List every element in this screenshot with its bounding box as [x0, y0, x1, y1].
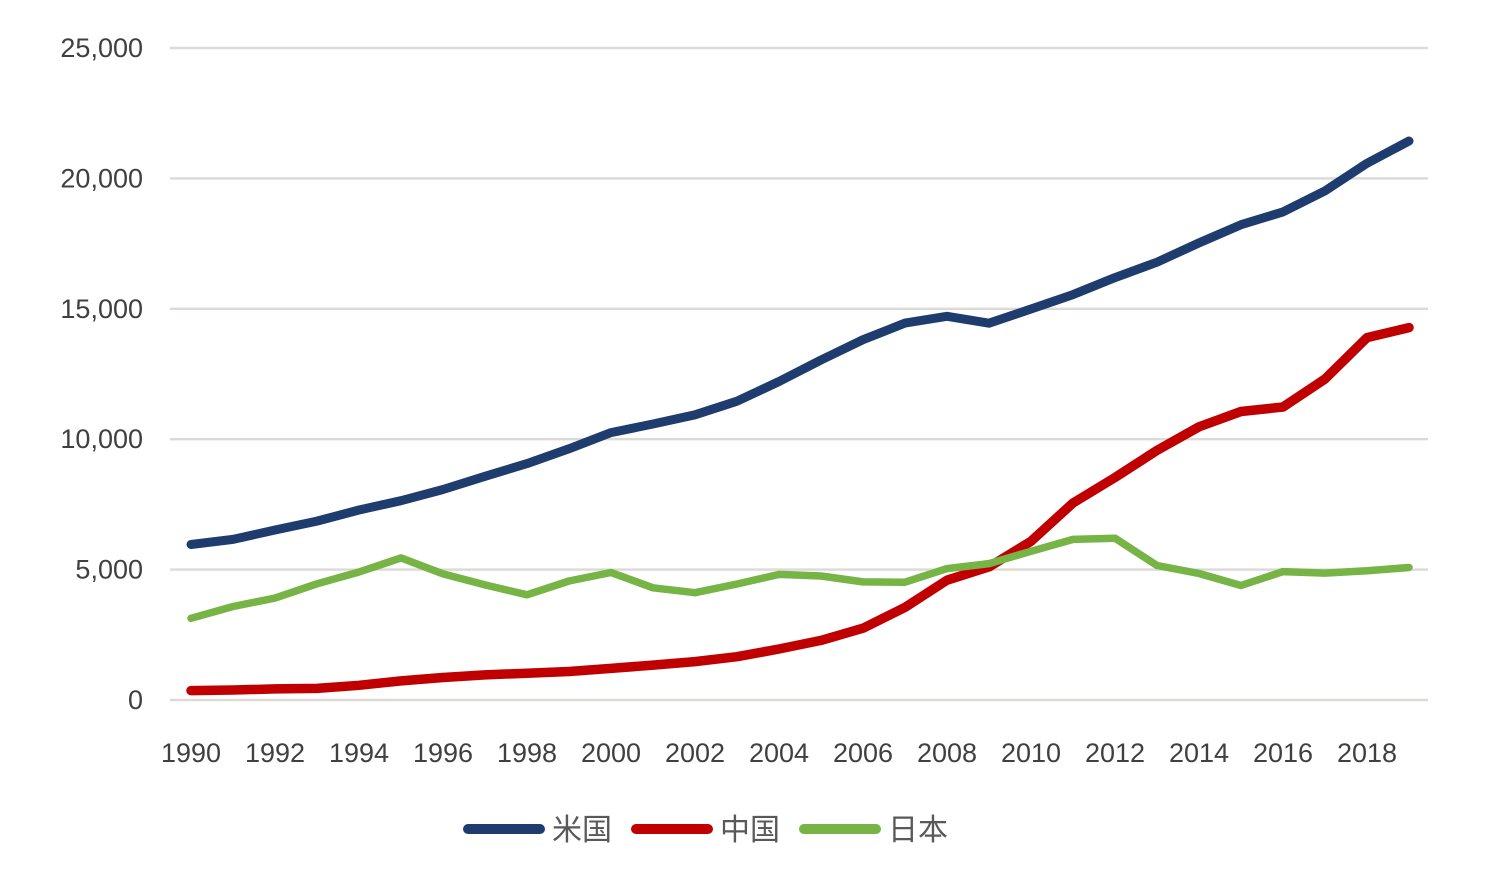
x-axis-tick-label: 1994	[329, 738, 389, 768]
x-axis-tick-label: 2004	[749, 738, 809, 768]
y-axis-tick-label: 0	[128, 685, 143, 715]
x-axis-tick-label: 2000	[581, 738, 641, 768]
y-axis-tick-label: 25,000	[60, 33, 143, 63]
legend-label-1: 米国	[552, 814, 612, 847]
x-axis-tick-label: 2002	[665, 738, 725, 768]
series-line-3	[187, 534, 1413, 623]
x-axis-tick-label: 1990	[161, 738, 221, 768]
x-axis-tick-label: 1996	[413, 738, 473, 768]
y-axis-tick-label: 15,000	[60, 294, 143, 324]
series-line-2	[186, 322, 1414, 696]
series-line-1	[186, 136, 1414, 549]
x-axis-tick-label: 2008	[917, 738, 977, 768]
x-axis-tick-label: 1998	[497, 738, 557, 768]
x-axis-tick-label: 2016	[1253, 738, 1313, 768]
x-axis-tick-label: 2018	[1337, 738, 1397, 768]
x-axis-tick-label: 2010	[1001, 738, 1061, 768]
y-axis-tick-label: 10,000	[60, 424, 143, 454]
y-axis-tick-label: 5,000	[75, 555, 143, 585]
y-axis-tick-label: 20,000	[60, 163, 143, 193]
legend-label-2: 中国	[720, 814, 780, 847]
x-axis-tick-label: 2006	[833, 738, 893, 768]
x-axis-tick-label: 2014	[1169, 738, 1229, 768]
x-axis-tick-label: 2012	[1085, 738, 1145, 768]
x-axis-tick-label: 1992	[245, 738, 305, 768]
legend-label-3: 日本	[888, 814, 948, 847]
